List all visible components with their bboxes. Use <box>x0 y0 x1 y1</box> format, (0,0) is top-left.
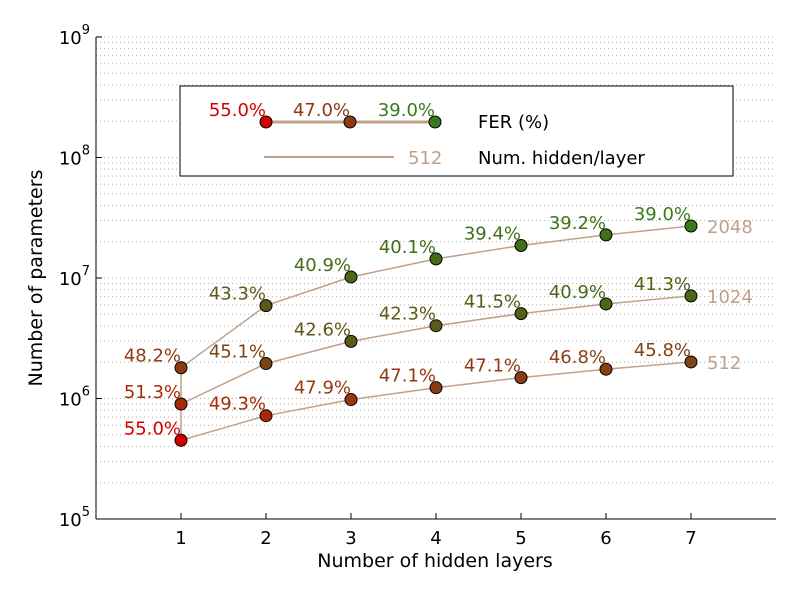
data-point <box>684 355 698 369</box>
legend-fer-label: 39.0% <box>378 100 435 121</box>
x-tick-label: 5 <box>515 528 526 549</box>
legend-fer-label: 47.0% <box>293 100 350 121</box>
data-point <box>514 307 528 321</box>
data-label: 45.1% <box>209 342 266 363</box>
data-label: 45.8% <box>634 340 691 361</box>
data-point <box>514 371 528 385</box>
data-label: 47.1% <box>379 366 436 387</box>
data-label: 40.9% <box>549 282 606 303</box>
x-tick-label: 7 <box>685 528 696 549</box>
data-label: 39.4% <box>464 224 521 245</box>
data-label: 47.9% <box>294 378 351 399</box>
y-tick-label: 106 <box>59 385 90 411</box>
data-point <box>684 289 698 303</box>
data-point <box>259 409 273 423</box>
y-tick-label: 105 <box>59 505 90 531</box>
data-point <box>174 361 188 375</box>
x-tick-label: 3 <box>345 528 356 549</box>
data-label: 55.0% <box>124 418 181 439</box>
data-label: 40.9% <box>294 255 351 276</box>
legend-fer-marker <box>259 115 273 129</box>
data-label: 41.5% <box>464 292 521 313</box>
data-point <box>259 357 273 371</box>
x-axis-title: Number of hidden layers <box>317 550 553 572</box>
series-end-label: 2048 <box>707 217 753 238</box>
data-label: 51.3% <box>124 382 181 403</box>
legend-hidden-title: Num. hidden/layer <box>478 148 645 169</box>
data-point <box>599 228 613 242</box>
legend-fer-marker <box>343 115 357 129</box>
data-label: 42.6% <box>294 319 351 340</box>
data-label: 39.2% <box>549 213 606 234</box>
data-point <box>599 297 613 311</box>
x-tick-label: 1 <box>175 528 186 549</box>
data-label: 39.0% <box>634 204 691 225</box>
data-point <box>174 433 188 447</box>
data-label: 48.2% <box>124 346 181 367</box>
y-tick-label: 108 <box>59 144 90 170</box>
x-tick-label: 2 <box>260 528 271 549</box>
x-tick-label: 4 <box>430 528 441 549</box>
data-point <box>344 393 358 407</box>
data-label: 40.1% <box>379 237 436 258</box>
data-label: 43.3% <box>209 284 266 305</box>
y-axis-title: Number of parameters <box>25 170 47 387</box>
series-end-label: 512 <box>707 353 741 374</box>
data-label: 46.8% <box>549 347 606 368</box>
data-point <box>429 381 443 395</box>
data-labels: 55.0% 49.3% 47.9% 47.1% 47.1% 46.8% 45.8% 51.3%… <box>124 204 691 439</box>
data-point <box>599 362 613 376</box>
legend-box <box>179 85 734 177</box>
data-point <box>344 334 358 348</box>
y-tick-label: 109 <box>59 23 90 49</box>
legend-fer-title: FER (%) <box>478 112 549 133</box>
data-label: 47.1% <box>464 356 521 377</box>
data-points <box>174 219 698 447</box>
data-point <box>429 252 443 266</box>
y-tick-label: 107 <box>59 264 90 290</box>
series-end-labels: 512 1024 2048 <box>707 217 753 374</box>
data-point <box>429 319 443 333</box>
legend-fer-marker <box>428 115 442 129</box>
x-tick-label: 6 <box>600 528 611 549</box>
data-label: 42.3% <box>379 304 436 325</box>
data-point <box>174 397 188 411</box>
data-label: 49.3% <box>209 394 266 415</box>
data-point <box>514 239 528 253</box>
legend-fer-label: 55.0% <box>209 100 266 121</box>
tick-labels: 1 2 3 4 5 6 7 105 106 107 108 109 <box>59 23 697 549</box>
series-end-label: 1024 <box>707 287 753 308</box>
legend: 55.0% 47.0% 39.0% FER (%) 512 Num. hidden/lay… <box>179 85 734 177</box>
axes <box>95 36 776 520</box>
data-point <box>259 299 273 313</box>
data-point <box>684 219 698 233</box>
data-label: 41.3% <box>634 274 691 295</box>
data-point <box>344 270 358 284</box>
legend-hidden-label: 512 <box>408 148 442 169</box>
